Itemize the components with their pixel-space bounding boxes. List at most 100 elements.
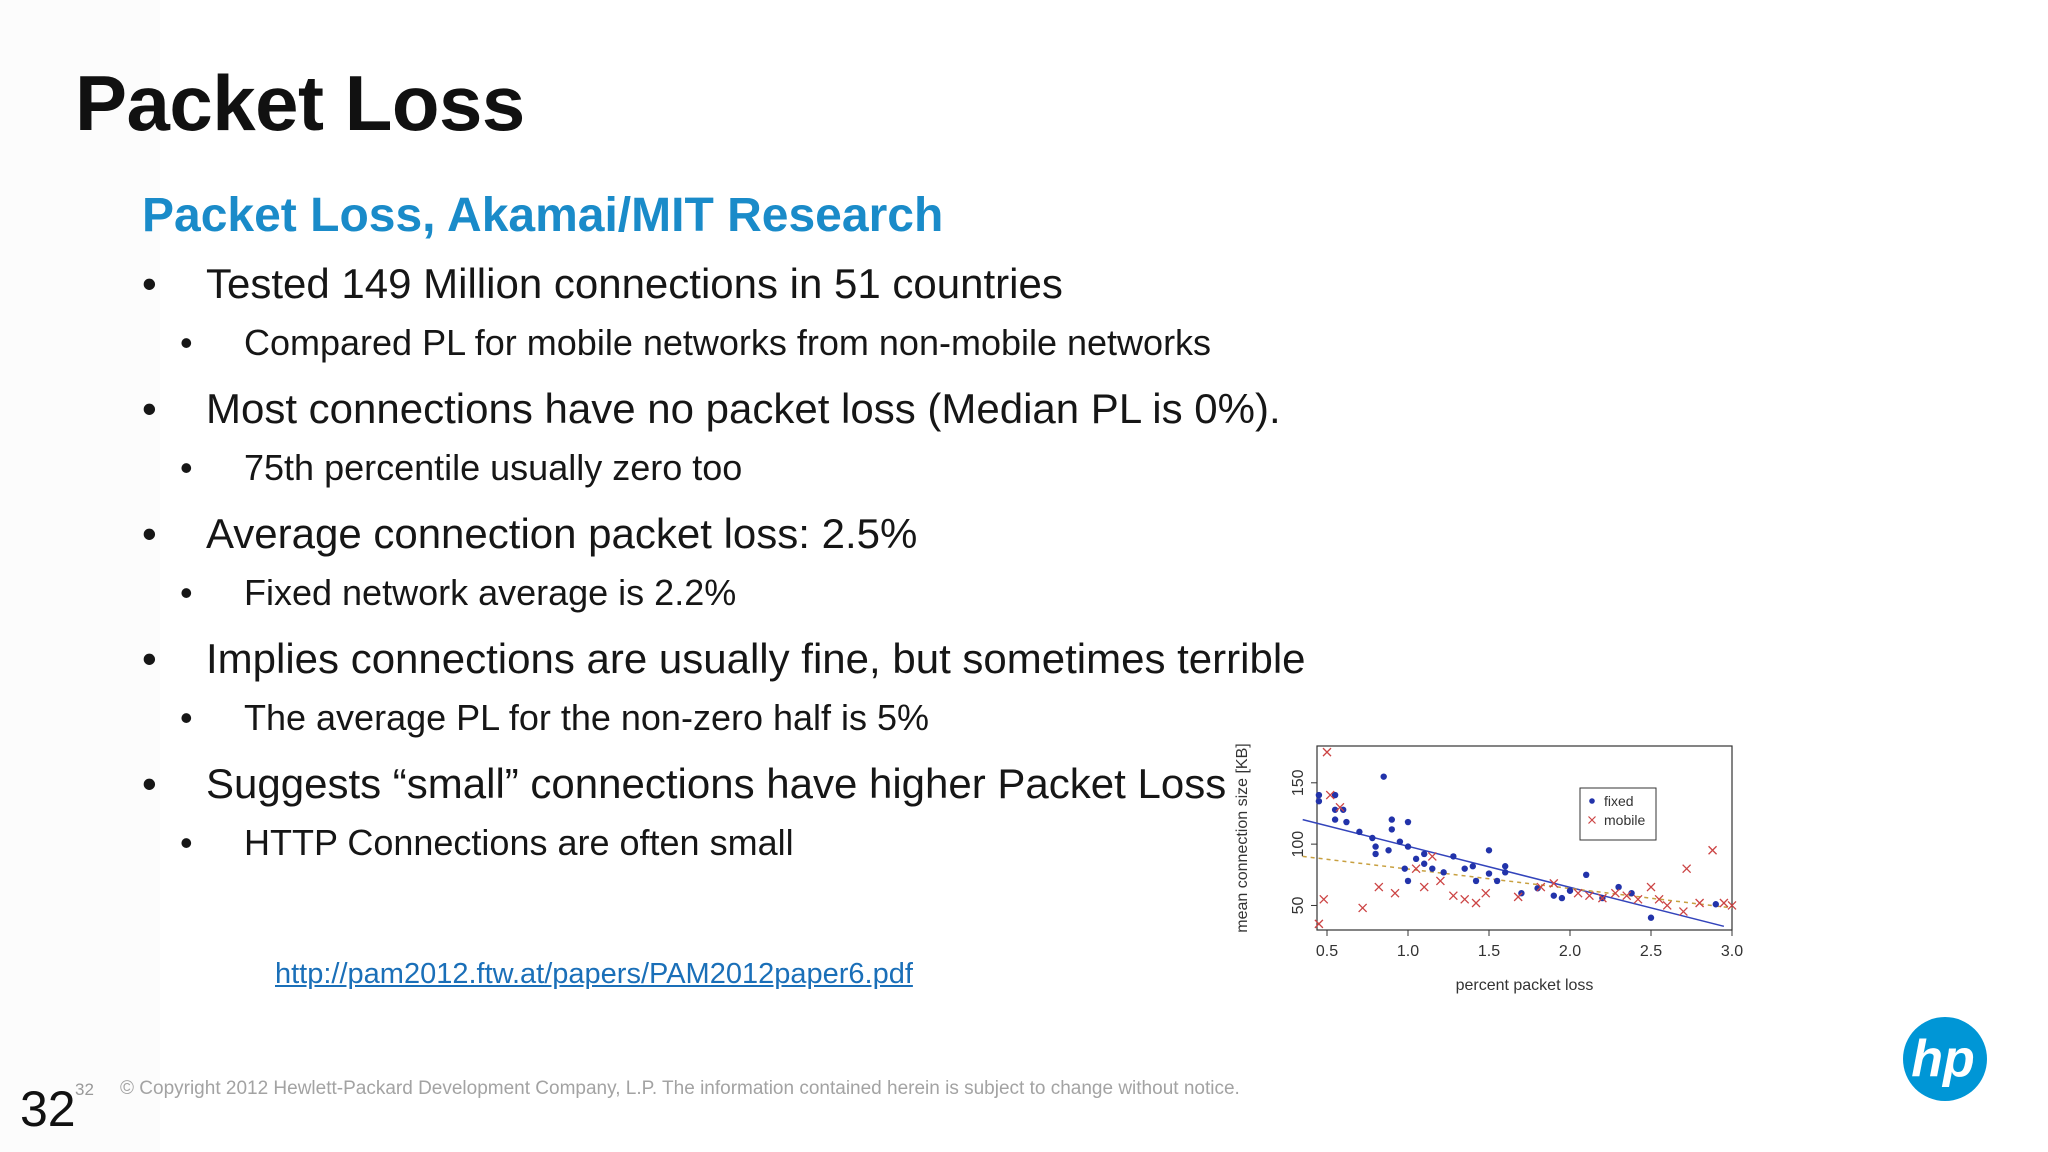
- fixed-point: [1404, 818, 1412, 826]
- page-number: 32: [20, 1081, 76, 1137]
- slide-subtitle: Packet Loss, Akamai/MIT Research: [142, 189, 944, 242]
- bullet-dot-icon: •: [142, 260, 157, 307]
- mobile-point: [1622, 891, 1632, 901]
- mobile-point: [1573, 888, 1583, 898]
- bullet-text: Suggests “small” connections have higher…: [206, 760, 1227, 807]
- bullet-text: Compared PL for mobile networks from non…: [244, 322, 1212, 363]
- mobile-point: [1435, 876, 1445, 886]
- mobile-point: [1335, 802, 1345, 812]
- mobile-point: [1411, 864, 1421, 874]
- fixed-point: [1469, 863, 1476, 870]
- bullet-text: Average connection packet loss: 2.5%: [206, 510, 918, 557]
- fixed-point: [1331, 791, 1339, 799]
- fixed-point: [1315, 798, 1323, 805]
- mobile-point: [1325, 790, 1335, 800]
- fixed-point: [1440, 869, 1447, 876]
- fixed-point: [1421, 850, 1428, 858]
- fixed-point: [1372, 843, 1379, 850]
- mobile-point: [1536, 882, 1546, 892]
- bullet-text: HTTP Connections are often small: [244, 822, 794, 863]
- mobile-point: [1448, 891, 1458, 901]
- mobile-point: [1610, 888, 1620, 898]
- fixed-point: [1550, 892, 1557, 899]
- fixed-point: [1404, 843, 1412, 850]
- paper-link[interactable]: http://pam2012.ftw.at/papers/PAM2012pape…: [275, 958, 913, 990]
- fixed-point: [1583, 871, 1590, 878]
- mobile-point: [1719, 898, 1729, 908]
- mobile-point: [1419, 882, 1429, 892]
- fixed-point: [1493, 877, 1501, 885]
- y-axis-label: mean connection size [KB]: [1234, 743, 1251, 932]
- mobile-point: [1319, 894, 1329, 904]
- fixed-point: [1412, 855, 1420, 863]
- fixed-point: [1450, 853, 1457, 860]
- fixed-point: [1502, 869, 1509, 876]
- fixed-point: [1343, 818, 1350, 826]
- mobile-point: [1549, 878, 1559, 888]
- x-tick-label: 3.0: [1721, 943, 1743, 960]
- fixed-point: [1566, 887, 1574, 894]
- mobile-point: [1597, 893, 1607, 903]
- fixed-point: [1372, 850, 1379, 858]
- fixed-point: [1485, 870, 1493, 877]
- mobile-point: [1584, 891, 1594, 901]
- x-tick-label: 0.5: [1316, 943, 1338, 960]
- fixed-point: [1401, 865, 1408, 872]
- mobile-point: [1513, 892, 1523, 902]
- fixed-point: [1396, 838, 1404, 845]
- bullet-text: Tested 149 Million connections in 51 cou…: [206, 260, 1063, 307]
- bullet-dot-icon: •: [180, 447, 193, 488]
- legend-fixed-marker: [1589, 798, 1595, 804]
- bullet-text: Implies connections are usually fine, bu…: [206, 635, 1306, 682]
- legend-fixed-label: fixed: [1604, 793, 1634, 809]
- fixed-point: [1369, 834, 1376, 842]
- mobile-point: [1374, 882, 1384, 892]
- fixed-point: [1647, 914, 1655, 921]
- bullet-text: The average PL for the non-zero half is …: [244, 697, 930, 738]
- fixed-point: [1404, 877, 1412, 885]
- fixed-point: [1558, 894, 1566, 902]
- fixed-point: [1331, 816, 1339, 823]
- y-tick-label: 50: [1290, 896, 1307, 914]
- mobile-point: [1322, 747, 1332, 757]
- mobile-point: [1695, 898, 1705, 908]
- mobile-point: [1314, 919, 1324, 929]
- fixed-point: [1388, 826, 1395, 833]
- mobile-point: [1390, 888, 1400, 898]
- mobile-point: [1633, 894, 1643, 904]
- fixed-point: [1534, 885, 1541, 892]
- fixed-point: [1385, 847, 1392, 854]
- bullet-text: Most connections have no packet loss (Me…: [206, 385, 1281, 432]
- footer-page-number: 32: [75, 1080, 94, 1099]
- bullet-dot-icon: •: [180, 697, 193, 738]
- fixed-point: [1485, 847, 1493, 854]
- mobile-point: [1682, 864, 1692, 874]
- fixed-point: [1472, 877, 1480, 885]
- bullet-dot-icon: •: [180, 322, 193, 363]
- bullet-dot-icon: •: [142, 385, 157, 432]
- mobile-fit-line: [1302, 855, 1733, 909]
- bullet-dot-icon: •: [142, 510, 157, 557]
- bullet-dot-icon: •: [142, 635, 157, 682]
- mobile-point: [1678, 907, 1688, 917]
- slide-title: Packet Loss: [75, 59, 525, 147]
- mobile-point: [1727, 901, 1737, 910]
- mobile-point: [1654, 894, 1664, 904]
- mobile-point: [1427, 851, 1437, 861]
- legend-mobile-marker: [1588, 816, 1596, 824]
- fixed-point: [1429, 865, 1436, 872]
- legend-mobile-label: mobile: [1604, 812, 1645, 828]
- fixed-point: [1461, 865, 1468, 872]
- hp-logo: hp: [1903, 1017, 1987, 1101]
- mobile-point: [1358, 903, 1368, 913]
- x-axis-label: percent packet loss: [1456, 977, 1594, 994]
- bullet-dot-icon: •: [180, 572, 193, 613]
- x-tick-label: 2.5: [1640, 943, 1662, 960]
- x-tick-label: 1.5: [1478, 943, 1500, 960]
- fixed-point: [1712, 901, 1719, 908]
- mobile-point: [1460, 894, 1470, 904]
- left-margin-strip: [0, 0, 160, 1152]
- fixed-point: [1502, 863, 1509, 870]
- footer-copyright: © Copyright 2012 Hewlett-Packard Develop…: [120, 1078, 1240, 1099]
- bullet-text: 75th percentile usually zero too: [244, 447, 743, 488]
